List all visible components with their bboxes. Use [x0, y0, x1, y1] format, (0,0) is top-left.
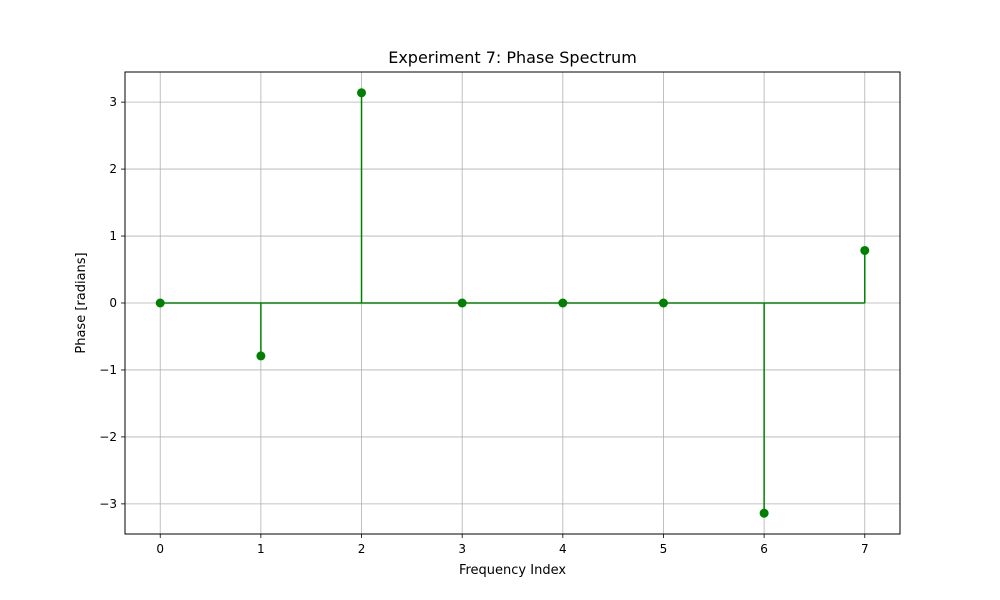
y-ticks: −3 −2 −1 0 1 2 3 [99, 95, 125, 511]
x-tick-label: 2 [358, 542, 366, 556]
x-tick-label: 1 [257, 542, 265, 556]
x-tick-label: 5 [660, 542, 668, 556]
stem-marker [457, 298, 467, 308]
x-ticks: 0 1 2 3 4 5 6 7 [156, 534, 869, 556]
stem-marker [558, 298, 568, 308]
x-tick-label: 6 [760, 542, 768, 556]
stem-marker [759, 508, 769, 518]
x-tick-label: 7 [861, 542, 869, 556]
x-axis-label: Frequency Index [459, 563, 566, 578]
x-tick-label: 4 [559, 542, 567, 556]
y-axis-label: Phase [radians] [74, 252, 89, 353]
y-tick-label: 1 [109, 229, 117, 243]
y-tick-label: 2 [109, 162, 117, 176]
stem-marker [658, 298, 668, 308]
stems [160, 92, 866, 514]
chart-title: Experiment 7: Phase Spectrum [388, 48, 637, 67]
x-tick-label: 3 [458, 542, 466, 556]
x-tick-label: 0 [156, 542, 164, 556]
stem-marker [357, 88, 367, 98]
stem-marker [256, 351, 266, 361]
y-tick-label: 3 [109, 95, 117, 109]
markers [155, 88, 870, 518]
stem-marker [155, 298, 165, 308]
stem-marker [860, 245, 870, 255]
y-tick-label: −1 [99, 363, 117, 377]
y-tick-label: −2 [99, 430, 117, 444]
y-tick-label: −3 [99, 497, 117, 511]
y-tick-label: 0 [109, 296, 117, 310]
